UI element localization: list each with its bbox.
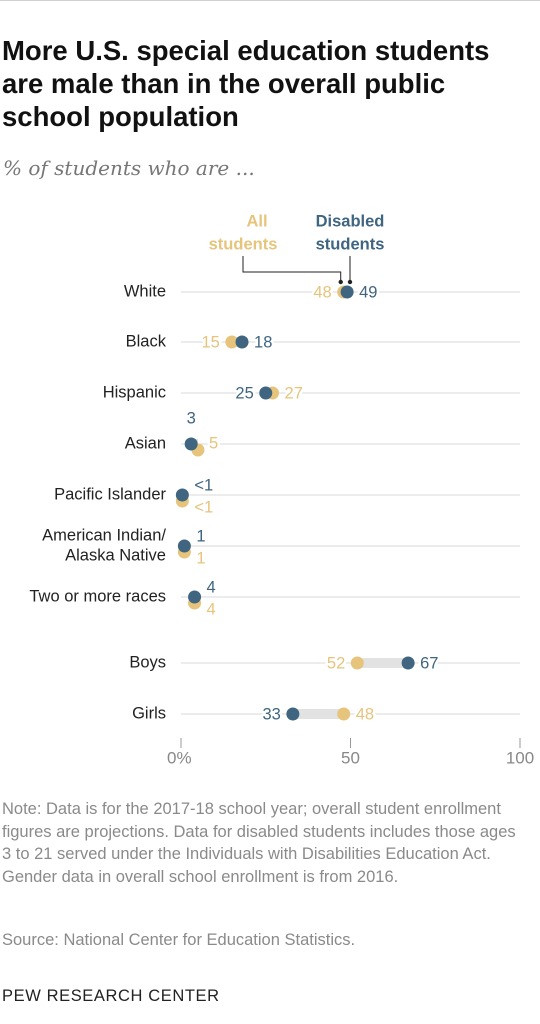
dot-disabled-students xyxy=(175,488,189,502)
chart-subtitle: % of students who are ... xyxy=(3,156,255,180)
dot-disabled-students xyxy=(286,707,300,721)
value-label-all: 52 xyxy=(327,654,345,672)
category-label: American Indian/ xyxy=(42,526,166,544)
category-label: Pacific Islander xyxy=(54,485,166,503)
dot-disabled-students xyxy=(235,335,249,349)
category-label: Girls xyxy=(132,704,166,722)
category-label: Boys xyxy=(129,653,166,671)
chart-title: More U.S. special education students are… xyxy=(2,35,490,132)
dot-disabled-students xyxy=(259,386,273,400)
category-label: Asian xyxy=(125,434,166,452)
legend-all-label: students xyxy=(209,235,278,253)
value-label-all: 1 xyxy=(196,549,205,567)
legend-all-leader xyxy=(242,256,342,282)
category-label: Hispanic xyxy=(103,383,166,401)
range-bar xyxy=(292,709,344,719)
value-label-disabled: 4 xyxy=(207,578,216,596)
dot-disabled-students xyxy=(184,437,198,451)
top-rule xyxy=(0,0,540,1)
legend-disabled-leader-dot xyxy=(347,279,353,285)
value-label-disabled: <1 xyxy=(194,476,213,494)
org-name: PEW RESEARCH CENTER xyxy=(2,987,220,1005)
chart-note: Note: Data is for the 2017-18 school yea… xyxy=(2,800,516,886)
legend-disabled-label: students xyxy=(316,235,385,253)
category-label: White xyxy=(124,282,166,300)
dot-all-students xyxy=(337,707,351,721)
legend-disabled-label: Disabled xyxy=(316,212,385,230)
value-label-all: 15 xyxy=(201,333,219,351)
range-bar xyxy=(357,658,409,668)
value-label-all: 48 xyxy=(356,705,374,723)
value-label-disabled: 18 xyxy=(254,333,272,351)
value-label-all: 48 xyxy=(313,283,331,301)
category-label: Alaska Native xyxy=(65,546,166,564)
dot-disabled-students xyxy=(340,285,354,299)
value-label-disabled: 3 xyxy=(187,409,196,427)
value-label-disabled: 25 xyxy=(235,384,253,402)
legend-all-leader-dot xyxy=(338,279,343,285)
category-label: Black xyxy=(126,332,167,350)
category-label: Two or more races xyxy=(29,587,166,605)
dot-all-students xyxy=(225,335,239,349)
value-label-disabled: 1 xyxy=(196,527,205,545)
value-label-disabled: 33 xyxy=(263,705,281,723)
x-axis-tick-label: 0% xyxy=(167,748,192,767)
dot-disabled-students xyxy=(188,590,202,604)
value-label-all: <1 xyxy=(194,498,213,516)
dot-disabled-students xyxy=(401,656,415,670)
value-label-all: 5 xyxy=(209,434,218,452)
value-label-all: 4 xyxy=(207,600,216,618)
chart-source: Source: National Center for Education St… xyxy=(2,931,356,949)
dot-all-students xyxy=(350,656,364,670)
legend-all-label: All xyxy=(246,212,267,230)
x-axis-tick-label: 50 xyxy=(341,748,360,767)
value-label-all: 27 xyxy=(285,384,303,402)
x-axis-tick-label: 100 xyxy=(506,748,534,767)
value-label-disabled: 67 xyxy=(420,654,438,672)
value-label-disabled: 49 xyxy=(359,283,377,301)
dot-disabled-students xyxy=(177,539,191,553)
dot-chart: All students Disabled students White 48 49 Blac… xyxy=(29,212,534,767)
